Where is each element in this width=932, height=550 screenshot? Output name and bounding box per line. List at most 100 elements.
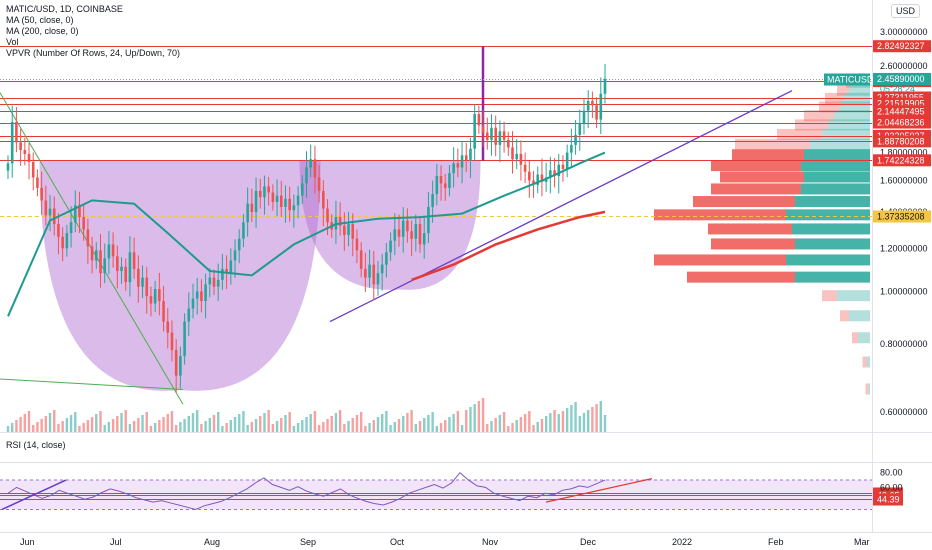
vpvr-down-bar-5 <box>795 119 828 131</box>
candle-body-102 <box>435 176 439 195</box>
candle-body-133 <box>565 152 569 169</box>
volume-bar-127 <box>540 419 544 432</box>
candle-body-136 <box>578 123 582 135</box>
volume-bar-124 <box>528 411 531 432</box>
volume-bar-107 <box>456 411 460 432</box>
resistance-label-5-box <box>873 116 931 129</box>
candle-body-7 <box>36 177 39 188</box>
candle-body-18 <box>82 217 85 230</box>
volume-bar-41 <box>179 422 182 432</box>
volume-bar-66 <box>284 415 287 432</box>
currency-button[interactable]: USD <box>890 4 920 18</box>
volume-bar-36 <box>158 420 161 432</box>
candle-body-0 <box>6 163 10 171</box>
candle-body-61 <box>263 186 266 198</box>
vpvr-down-bar-10 <box>720 171 804 183</box>
candle-body-141 <box>599 93 603 120</box>
volume-bar-102 <box>435 426 439 432</box>
candle-body-118 <box>502 131 506 140</box>
volume-bar-5 <box>27 411 31 432</box>
candle-body-37 <box>162 301 165 322</box>
volume-bar-136 <box>578 416 581 432</box>
candle-body-134 <box>570 144 573 153</box>
candle-body-59 <box>254 190 258 212</box>
vpvr-down-bar-3 <box>819 101 840 113</box>
volume-bar-93 <box>397 419 401 432</box>
vpvr-up-bar-1 <box>849 84 870 96</box>
candle-body-76 <box>326 208 329 223</box>
candle-body-55 <box>237 238 241 251</box>
candle-body-135 <box>574 134 577 145</box>
candle-body-3 <box>19 142 22 151</box>
candle-body-2 <box>15 121 18 143</box>
price-tick-label-3: 1.80000000 <box>880 148 928 158</box>
candle-body-124 <box>528 171 531 181</box>
candle-body-104 <box>443 183 447 188</box>
time-tick-label-8: Feb <box>768 537 784 547</box>
volume-bar-88 <box>376 417 380 432</box>
vpvr-down-bar-15 <box>711 238 795 250</box>
vpvr-down-bar-11 <box>711 183 801 195</box>
volume-bar-123 <box>523 414 527 432</box>
volume-bar-42 <box>183 419 186 432</box>
rsi-tick-label-1: 60.00 <box>880 482 903 492</box>
candle-body-36 <box>158 289 161 302</box>
volume-bar-109 <box>465 410 468 432</box>
candle-body-96 <box>410 231 413 239</box>
volume-bar-14 <box>65 418 69 432</box>
candle-body-34 <box>149 296 153 304</box>
volume-bar-114 <box>486 424 489 432</box>
volume-bar-8 <box>40 419 43 432</box>
candle-body-22 <box>99 250 102 274</box>
vpvr-down-bar-13 <box>654 209 786 221</box>
volume-bar-10 <box>48 413 52 432</box>
volume-bar-40 <box>174 425 178 432</box>
price-tick-label-1: 2.60000000 <box>880 61 928 71</box>
rsi-level-label-2: 44.39 <box>877 495 900 505</box>
resistance-label-5: 2.04468236 <box>877 118 925 128</box>
candle-body-132 <box>561 164 565 169</box>
vol-legend: Vol <box>6 37 19 47</box>
vpvr-up-bar-10 <box>804 171 870 183</box>
horizontal-support-line <box>0 378 184 390</box>
candle-body-62 <box>267 186 270 193</box>
candle-body-4 <box>23 150 27 154</box>
candle-body-10 <box>48 208 52 216</box>
vpvr-up-bar-5 <box>828 119 870 131</box>
time-tick-label-6: Dec <box>580 537 597 547</box>
volume-bar-115 <box>490 421 493 432</box>
candle-body-41 <box>179 356 182 376</box>
volume-bar-24 <box>107 422 111 432</box>
volume-bar-134 <box>570 405 573 432</box>
volume-bar-52 <box>225 423 228 432</box>
candle-body-58 <box>250 203 254 212</box>
volume-bar-105 <box>448 417 451 432</box>
volume-bar-31 <box>137 418 140 432</box>
volume-bar-32 <box>141 415 144 432</box>
volume-bar-25 <box>111 419 115 432</box>
volume-bar-100 <box>427 415 430 432</box>
candle-body-123 <box>523 164 527 172</box>
candle-body-86 <box>368 264 371 278</box>
volume-bar-61 <box>263 413 266 432</box>
vpvr-down-bar-4 <box>804 110 834 122</box>
last-price-label: 2.45890000 <box>877 74 925 84</box>
resistance-label-0-box <box>873 40 931 53</box>
candle-body-11 <box>52 208 56 225</box>
volume-bar-3 <box>19 417 22 432</box>
candle-body-99 <box>422 233 426 245</box>
candle-body-14 <box>65 233 69 249</box>
volume-bar-21 <box>95 414 98 432</box>
candle-body-65 <box>279 195 283 207</box>
volume-bar-110 <box>469 407 472 432</box>
volume-bar-62 <box>267 410 270 432</box>
candle-body-114 <box>485 132 489 140</box>
candle-body-87 <box>372 264 376 285</box>
candle-body-103 <box>439 176 443 184</box>
volume-bar-113 <box>481 398 485 432</box>
poc-label-box <box>873 210 931 223</box>
price-tick-label-9: 0.60000000 <box>880 407 928 417</box>
candle-body-94 <box>401 220 405 237</box>
candle-body-46 <box>200 291 203 302</box>
